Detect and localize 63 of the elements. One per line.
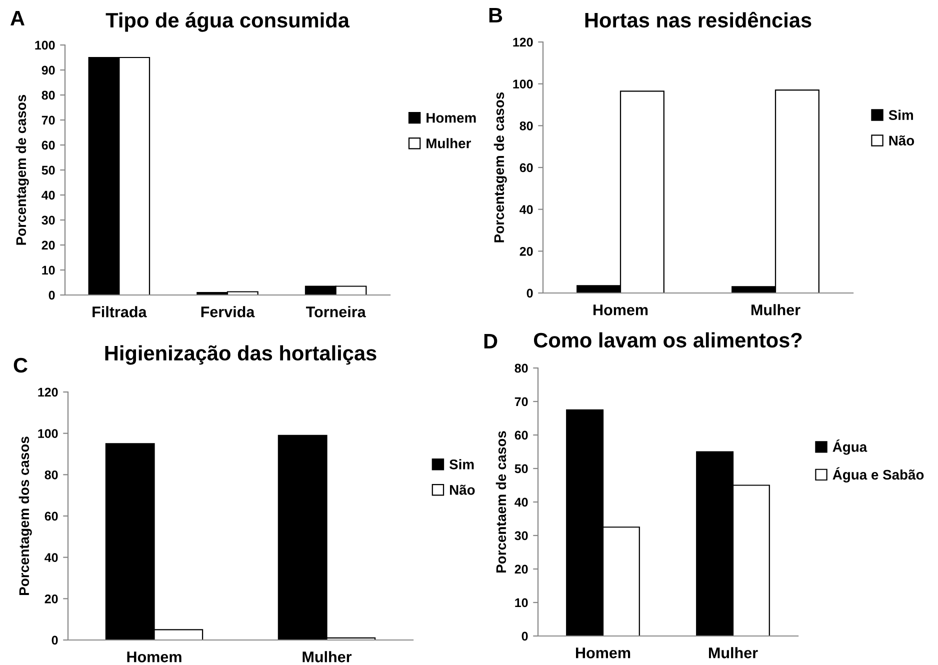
y-tick-label: 50 [514,464,528,474]
y-tick-label: 30 [42,216,55,225]
y-tick-label: 40 [514,498,528,507]
chart-title: Tipo de água consumida [106,12,350,32]
y-tick-label: 30 [514,531,528,540]
y-tick-label: 70 [514,397,528,406]
y-tick-label: 80 [44,470,58,480]
x-tick-label: Torneira [306,306,366,318]
legend-label: Não [889,135,914,146]
x-tick-label: Mulher [751,304,800,316]
legend-label: Homem [426,113,476,123]
y-tick-label: 20 [520,246,533,256]
y-tick-label: 100 [38,429,58,438]
y-tick-label: 10 [42,266,55,275]
x-tick-label: Homem [594,304,648,316]
x-tick-label: Mulher [302,651,352,662]
y-tick-label: 60 [42,140,55,150]
y-tick-label: 120 [513,38,533,47]
text: C [14,358,28,373]
y-tick-label: 0 [522,632,528,641]
y-tick-label: 60 [44,512,58,521]
y-axis-title: Porcentagem dos casos [18,436,32,595]
chart-title: Higienização das hortaliças [105,345,376,365]
y-tick-label: 80 [42,90,55,100]
y-tick-label: 100 [513,80,533,88]
y-tick-label: 0 [48,290,55,300]
y-tick-label: 60 [520,163,533,172]
y-tick-label: 80 [514,364,528,373]
legend-label: Mulher [426,138,471,148]
text: D [484,334,498,348]
y-axis-title: Porcentagem de casos [16,94,29,245]
y-tick-label: 120 [38,388,58,397]
legend-label: Sim [888,110,913,120]
y-tick-label: 100 [35,40,55,50]
y-tick-label: 20 [44,594,58,604]
y-tick-label: 0 [526,288,533,298]
legend-label: Água [832,439,868,455]
chart-title: Como lavam os alimentos? [534,332,802,348]
legend-label: Não [450,484,475,495]
x-tick-label: Fervida [201,306,255,318]
x-tick-label: Mulher [708,647,758,658]
y-tick-label: 90 [42,66,55,75]
legend-label: Sim [449,459,474,470]
y-tick-label: 50 [42,166,55,175]
y-tick-label: 20 [42,240,55,250]
x-tick-label: Homem [576,648,630,658]
y-tick-label: 80 [520,121,533,130]
y-tick-label: 40 [520,205,533,214]
y-tick-label: 10 [515,598,528,608]
text: A [10,11,24,26]
legend-label: Água e Sabão [832,467,924,482]
y-axis-title: Porcentaem de casos [496,431,506,572]
text: B [489,8,502,22]
chart-title: Hortas nas residências [585,12,812,28]
y-tick-label: 70 [42,116,55,125]
y-tick-label: 20 [514,564,528,574]
y-tick-label: 40 [42,190,55,200]
y-tick-label: 60 [514,430,528,440]
y-tick-label: 0 [52,636,58,645]
x-tick-label: Homem [127,652,182,662]
y-tick-label: 40 [44,553,58,562]
y-axis-title: Porcentagem de casos [494,92,507,242]
x-tick-label: Filtrada [92,306,147,318]
